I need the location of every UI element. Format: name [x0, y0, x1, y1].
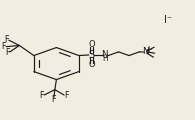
Text: F: F [5, 48, 9, 57]
Text: N: N [142, 47, 149, 56]
Text: F: F [4, 35, 8, 44]
Text: F: F [65, 91, 69, 100]
Text: F: F [1, 42, 6, 51]
Text: F: F [39, 91, 44, 100]
Text: N: N [102, 50, 108, 59]
Text: F: F [52, 95, 56, 104]
Text: +: + [145, 45, 152, 54]
Text: I⁻: I⁻ [164, 15, 172, 25]
Text: S: S [88, 50, 95, 60]
Text: H: H [102, 54, 108, 63]
Text: O: O [88, 40, 95, 49]
Text: O: O [88, 60, 95, 69]
